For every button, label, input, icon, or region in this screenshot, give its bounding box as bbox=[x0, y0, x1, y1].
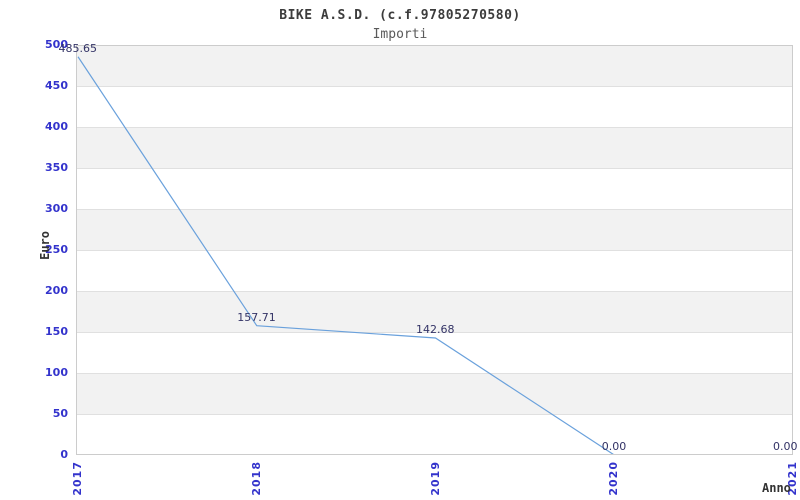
y-tick-label: 100 bbox=[45, 366, 68, 379]
gridline bbox=[76, 414, 793, 415]
series-line bbox=[77, 56, 793, 455]
data-label: 485.65 bbox=[58, 41, 98, 55]
plot-band bbox=[76, 291, 793, 332]
y-tick-label: 50 bbox=[52, 407, 68, 420]
y-tick-label: 250 bbox=[45, 243, 68, 256]
data-label: 157.71 bbox=[237, 310, 276, 324]
gridline bbox=[76, 127, 793, 128]
gridline bbox=[76, 168, 793, 169]
chart-subtitle: Importi bbox=[372, 27, 428, 42]
y-tick-label: 400 bbox=[45, 120, 68, 133]
gridline bbox=[76, 250, 793, 251]
x-tick-label: 2020 bbox=[607, 461, 621, 496]
x-tick-label: 2019 bbox=[428, 461, 442, 496]
data-label: 0.00 bbox=[773, 440, 798, 453]
x-axis-label: Anno bbox=[762, 481, 791, 495]
chart-title: BIKE A.S.D. (c.f.97805270580) bbox=[279, 8, 521, 23]
y-tick-label: 0 bbox=[60, 448, 68, 461]
x-tick-label: 2018 bbox=[249, 461, 263, 496]
y-tick-label: 150 bbox=[45, 325, 68, 338]
y-axis-label: Euro bbox=[38, 231, 52, 260]
gridline bbox=[76, 332, 793, 333]
plot-band bbox=[76, 45, 793, 86]
y-tick-label: 450 bbox=[45, 79, 68, 92]
y-tick-label: 350 bbox=[45, 161, 68, 174]
plot-band bbox=[76, 209, 793, 250]
y-tick-label: 200 bbox=[45, 284, 68, 297]
y-tick-label: 300 bbox=[45, 202, 68, 215]
plot-band bbox=[76, 127, 793, 168]
gridline bbox=[76, 209, 793, 210]
gridline bbox=[76, 291, 793, 292]
gridline bbox=[76, 86, 793, 87]
data-label: 0.00 bbox=[601, 440, 627, 453]
x-tick-label: 2017 bbox=[71, 461, 84, 496]
plot-band bbox=[76, 373, 793, 414]
gridline bbox=[76, 373, 793, 374]
plot-area bbox=[76, 45, 793, 455]
data-label: 142.68 bbox=[416, 323, 455, 336]
y-tick-label: 500 bbox=[45, 38, 68, 51]
